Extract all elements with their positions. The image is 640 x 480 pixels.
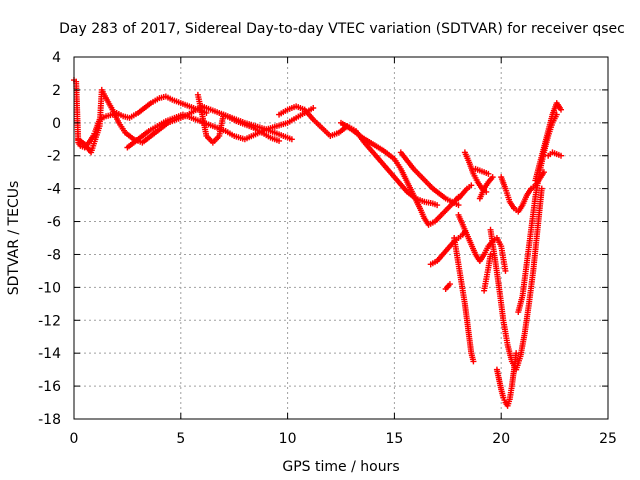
x-tick-label: 20 xyxy=(492,431,510,447)
y-axis-ticks: 4 2 0 -2 -4 -6 -8 -10 -12 -14 -16 -18 xyxy=(38,50,608,428)
data-points xyxy=(71,77,565,409)
data-point xyxy=(434,202,441,209)
data-point xyxy=(558,152,565,159)
series-s18 xyxy=(493,350,520,409)
y-tick-label: -6 xyxy=(47,215,61,231)
chart-title: Day 283 of 2017, Sidereal Day-to-day VTE… xyxy=(59,21,625,37)
x-tick-label: 10 xyxy=(279,431,297,447)
series-s15 xyxy=(476,174,496,202)
series-s19 xyxy=(498,169,547,215)
y-tick-label: -16 xyxy=(38,379,61,395)
data-point xyxy=(487,251,494,258)
series-s4 xyxy=(194,91,283,146)
data-point xyxy=(485,170,492,177)
data-point xyxy=(502,267,509,274)
y-axis-label: SDTVAR / TECUs xyxy=(6,181,22,296)
x-axis-ticks: 0 5 10 15 20 25 xyxy=(70,57,617,447)
y-tick-label: -14 xyxy=(38,346,61,362)
data-point xyxy=(470,358,477,365)
x-tick-label: 5 xyxy=(176,431,185,447)
x-axis-label: GPS time / hours xyxy=(282,459,399,475)
data-point xyxy=(538,185,545,192)
y-tick-label: 0 xyxy=(52,116,61,132)
y-tick-label: -12 xyxy=(38,313,61,329)
data-point xyxy=(455,202,462,209)
data-point xyxy=(288,136,295,143)
y-tick-label: -10 xyxy=(38,280,61,296)
y-tick-label: -4 xyxy=(47,182,61,198)
x-tick-label: 0 xyxy=(70,431,79,447)
series-s9 xyxy=(442,281,453,293)
series-s21 xyxy=(532,100,565,184)
data-point xyxy=(513,350,520,357)
series-s10 xyxy=(451,235,477,365)
series-s11 xyxy=(455,211,509,274)
series-s7 xyxy=(397,149,462,209)
data-point xyxy=(446,281,453,288)
plot-frame xyxy=(73,56,609,420)
y-tick-label: 4 xyxy=(52,50,61,66)
series-s14 xyxy=(472,165,492,177)
data-point xyxy=(489,174,496,181)
y-tick-label: -8 xyxy=(47,247,61,263)
series-s16 xyxy=(481,251,494,294)
data-point xyxy=(468,182,475,189)
series-s22 xyxy=(545,149,565,159)
x-tick-label: 15 xyxy=(385,431,403,447)
data-point xyxy=(310,105,317,112)
y-tick-label: -2 xyxy=(47,149,61,165)
series-s13 xyxy=(455,182,475,202)
y-tick-label: 2 xyxy=(52,83,61,99)
y-tick-label: -18 xyxy=(38,412,61,428)
x-tick-label: 25 xyxy=(599,431,617,447)
data-point xyxy=(276,137,283,144)
series-s6 xyxy=(338,119,462,228)
data-point xyxy=(558,106,565,113)
